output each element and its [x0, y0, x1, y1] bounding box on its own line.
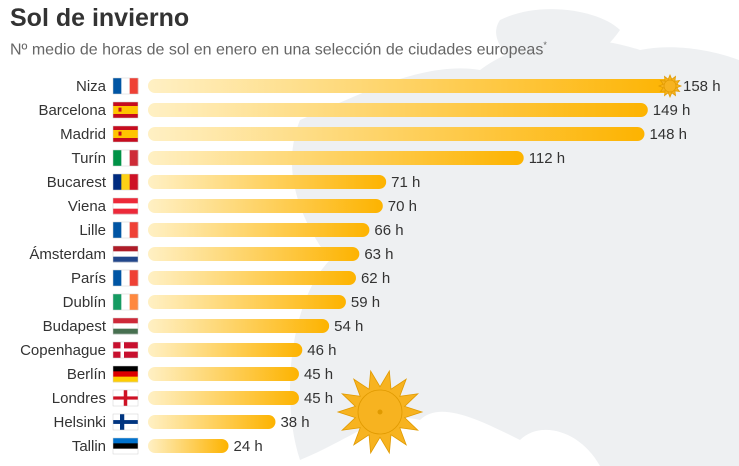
flag-romania-icon [112, 173, 139, 191]
flag-france-icon [112, 77, 139, 95]
value-label: 24 h [234, 438, 263, 455]
bar-row: París 62 h [71, 269, 390, 287]
scandinavia-shape [496, 9, 620, 73]
bar [148, 247, 360, 261]
bar-row: Budapest 54 h [43, 317, 363, 335]
category-label: Barcelona [38, 102, 106, 119]
value-label: 46 h [307, 342, 336, 359]
bar [148, 175, 387, 189]
flag-spain-icon [112, 125, 139, 143]
bar-row: Niza 158 h [76, 73, 721, 99]
category-label: Budapest [43, 318, 107, 335]
sun-icon [336, 369, 424, 455]
category-label: Madrid [60, 126, 106, 143]
flag-hungary-icon [112, 317, 139, 335]
category-label: Turín [72, 150, 106, 167]
value-label: 148 h [649, 126, 687, 143]
bar [148, 367, 299, 381]
value-label: 71 h [391, 174, 420, 191]
value-label: 112 h [529, 150, 565, 167]
flag-france-icon [112, 269, 139, 287]
value-label: 59 h [351, 294, 380, 311]
bar-row: Dublín 59 h [63, 293, 380, 311]
bar [148, 151, 524, 165]
bar-row: Tallin 24 h [72, 437, 263, 455]
bar [148, 223, 370, 237]
category-label: Berlín [67, 366, 106, 383]
bar-row: Bucarest 71 h [47, 173, 420, 191]
bar-row: Madrid 148 h [60, 125, 687, 143]
flag-austria-icon [112, 197, 139, 215]
continent-shape [290, 39, 739, 466]
sun-center-dot [377, 409, 383, 415]
bar-row: Helsinki 38 h [53, 413, 310, 431]
subtitle-footnote-mark: * [543, 40, 547, 50]
sun-disc [663, 79, 677, 93]
bar [148, 391, 299, 405]
category-label: París [71, 270, 106, 287]
bar [148, 295, 346, 309]
value-label: 45 h [304, 390, 333, 407]
bar [148, 343, 303, 357]
value-label: 149 h [653, 102, 691, 119]
flag-france-icon [112, 221, 139, 239]
subtitle-text: Nº medio de horas de sol en enero en una… [10, 41, 544, 59]
flag-ireland-icon [112, 293, 139, 311]
category-label: Bucarest [47, 174, 107, 191]
flag-england-icon [112, 389, 139, 407]
bar [148, 271, 356, 285]
bar [148, 103, 648, 117]
flag-germany-icon [112, 365, 139, 383]
value-label: 63 h [364, 246, 393, 263]
value-label: 158 h [683, 78, 721, 95]
category-label: Lille [79, 222, 106, 239]
flag-netherlands-icon [112, 245, 139, 263]
bar [148, 415, 276, 429]
value-label: 38 h [280, 414, 309, 431]
bar-row: Copenhague 46 h [20, 341, 337, 359]
value-label: 62 h [361, 270, 390, 287]
bar-row: Ámsterdam 63 h [29, 245, 394, 263]
chart-subtitle: Nº medio de horas de sol en enero en una… [10, 40, 547, 59]
chart-title: Sol de invierno [10, 4, 190, 32]
bar-row: Turín 112 h [72, 149, 565, 167]
flag-italy-icon [112, 149, 139, 167]
bar [148, 439, 229, 453]
sun-icon [657, 73, 683, 99]
value-label: 70 h [388, 198, 417, 215]
flag-finland-icon [112, 413, 139, 431]
bar-rows: Niza 158 h Barcelona 149 h Madrid 148 h Turín 1… [20, 73, 721, 455]
category-label: Helsinki [53, 414, 106, 431]
bar-row: Berlín 45 h [67, 365, 333, 383]
category-label: Viena [68, 198, 107, 215]
flag-denmark-icon [112, 341, 139, 359]
category-label: Londres [52, 390, 106, 407]
category-label: Dublín [63, 294, 106, 311]
category-label: Copenhague [20, 342, 106, 359]
value-label: 66 h [374, 222, 403, 239]
category-label: Tallin [72, 438, 106, 455]
value-label: 54 h [334, 318, 363, 335]
bar-row: Lille 66 h [79, 221, 404, 239]
bar-row: Londres 45 h [52, 389, 333, 407]
bar [148, 199, 383, 213]
category-label: Niza [76, 78, 107, 95]
bar-row: Viena 70 h [68, 197, 417, 215]
bar [148, 127, 645, 141]
value-label: 45 h [304, 366, 333, 383]
flag-estonia-icon [112, 437, 139, 455]
category-label: Ámsterdam [29, 246, 106, 263]
bar [148, 79, 678, 93]
flag-spain-icon [112, 101, 139, 119]
bar [148, 319, 330, 333]
bar-row: Barcelona 149 h [38, 101, 691, 119]
